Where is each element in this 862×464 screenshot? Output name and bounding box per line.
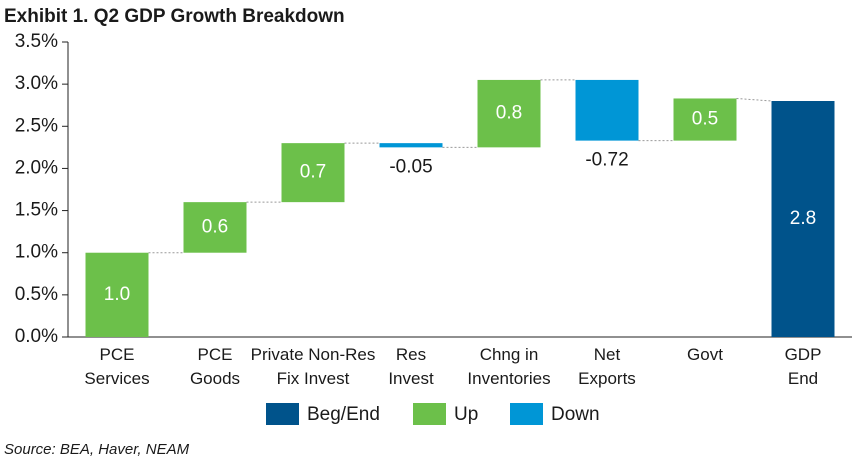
data-label: 0.6 xyxy=(202,216,228,237)
bar xyxy=(379,143,443,148)
bar xyxy=(477,79,541,148)
connector xyxy=(736,97,772,102)
data-label: -0.72 xyxy=(585,150,628,171)
x-tick-label: Private Non-Res Fix Invest xyxy=(250,345,376,388)
y-tick-label: 1.0% xyxy=(15,242,58,263)
bar xyxy=(85,252,149,337)
x-tick-label: PCE Goods xyxy=(189,345,241,388)
data-label: -0.05 xyxy=(389,156,432,177)
data-label: 0.5 xyxy=(692,109,718,130)
x-tick-label: Net Exports xyxy=(578,345,636,388)
y-tick-label: 3.5% xyxy=(15,31,58,52)
legend-label: Beg/End xyxy=(307,404,380,425)
chart-title: Exhibit 1. Q2 GDP Growth Breakdown xyxy=(4,6,345,27)
bar xyxy=(771,101,835,337)
bar xyxy=(673,98,737,141)
legend-label: Down xyxy=(551,404,600,425)
legend-swatch xyxy=(413,403,446,425)
y-tick-label: 0.5% xyxy=(15,284,58,305)
y-tick-label: 3.0% xyxy=(15,73,58,94)
x-tick-label: GDP End xyxy=(784,345,822,388)
bar xyxy=(281,143,345,203)
x-tick-label: Govt xyxy=(687,345,723,364)
y-tick-label: 0.0% xyxy=(15,326,58,347)
y-tick-label: 2.5% xyxy=(15,115,58,136)
x-tick-label: Res Invest xyxy=(388,345,434,388)
data-label: 0.7 xyxy=(300,162,326,183)
legend-label: Up xyxy=(454,404,478,425)
x-tick-label: Chng in Inventories xyxy=(467,345,551,388)
data-label: 1.0 xyxy=(104,284,130,305)
data-label: 0.8 xyxy=(496,103,522,124)
data-label: 2.8 xyxy=(790,208,816,229)
source-note: Source: BEA, Haver, NEAM xyxy=(4,441,190,458)
x-tick-label: PCE Services xyxy=(84,345,150,388)
legend-swatch xyxy=(510,403,543,425)
y-tick-label: 2.0% xyxy=(15,157,58,178)
y-tick-label: 1.5% xyxy=(15,200,58,221)
bar xyxy=(183,202,247,253)
bar xyxy=(575,79,639,141)
legend-swatch xyxy=(266,403,299,425)
